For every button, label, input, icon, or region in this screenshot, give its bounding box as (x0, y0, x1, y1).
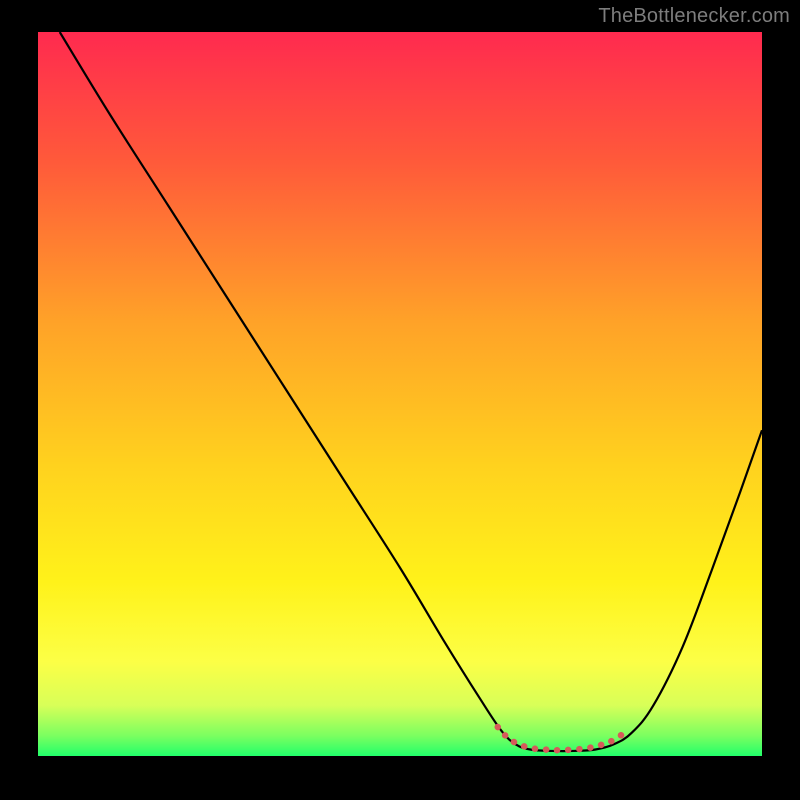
bottleneck-plot (38, 32, 762, 756)
gradient-panel (38, 32, 762, 756)
figure-root: TheBottlenecker.com (0, 0, 800, 800)
attribution-label: TheBottlenecker.com (598, 5, 790, 28)
